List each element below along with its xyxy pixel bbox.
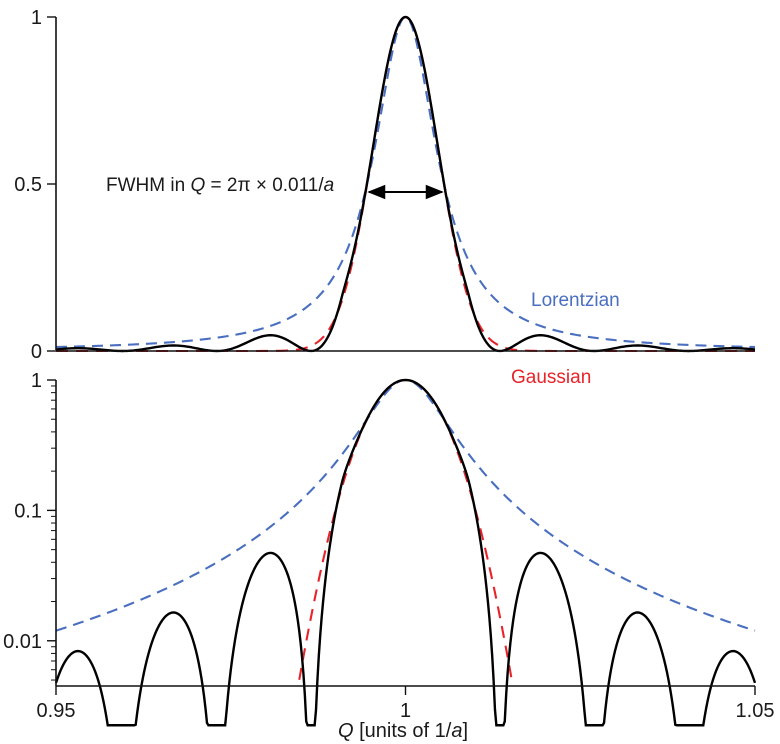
bottom-panel: 0.01 0.1 1 0.95 1 1.05 Gaussian Q [units of … xyxy=(3,367,774,742)
fwhm-unit: a xyxy=(324,175,335,196)
bottom-y-ticks xyxy=(47,380,56,680)
bottom-measured-curve xyxy=(56,380,755,725)
x-axis-unit-a: a xyxy=(451,720,462,742)
bottom-y-tick-labels: 0.01 0.1 1 xyxy=(3,370,42,653)
bottom-y-tick-label: 0.01 xyxy=(3,631,42,653)
lorentzian-label: Lorentzian xyxy=(531,290,620,311)
fwhm-expression: = 2π × 0.011/ xyxy=(205,175,324,196)
bottom-x-tick-label: 1.05 xyxy=(736,700,775,722)
top-y-ticks xyxy=(47,17,56,351)
bottom-x-ticks xyxy=(56,686,755,695)
bottom-x-tick-labels: 0.95 1 1.05 xyxy=(37,700,775,722)
top-panel: 00.51 FWHM in Q = 2π × 0.011/a Lorentzia… xyxy=(14,7,755,363)
x-axis-title: Q [units of 1/a] xyxy=(338,720,468,742)
bottom-x-tick-label: 1 xyxy=(400,700,411,722)
top-y-tick-label: 0.5 xyxy=(14,174,42,196)
x-axis-units: [units of 1/ xyxy=(354,720,452,742)
fwhm-prefix: FWHM in xyxy=(106,175,190,196)
x-axis-close: ] xyxy=(462,720,468,742)
x-axis-variable: Q xyxy=(338,720,354,742)
bottom-series-layer xyxy=(56,380,755,725)
top-y-tick-label: 0 xyxy=(31,341,42,363)
gaussian-label: Gaussian xyxy=(511,367,591,388)
bottom-lorentzian-curve xyxy=(56,380,755,631)
bottom-y-tick-label: 0.1 xyxy=(14,500,42,522)
top-y-tick-label: 1 xyxy=(31,7,42,29)
fwhm-variable: Q xyxy=(190,175,205,196)
top-y-tick-labels: 00.51 xyxy=(14,7,42,363)
fwhm-annotation: FWHM in Q = 2π × 0.011/a xyxy=(106,175,334,196)
bottom-x-tick-label: 0.95 xyxy=(37,700,76,722)
bottom-y-tick-label: 1 xyxy=(31,370,42,392)
